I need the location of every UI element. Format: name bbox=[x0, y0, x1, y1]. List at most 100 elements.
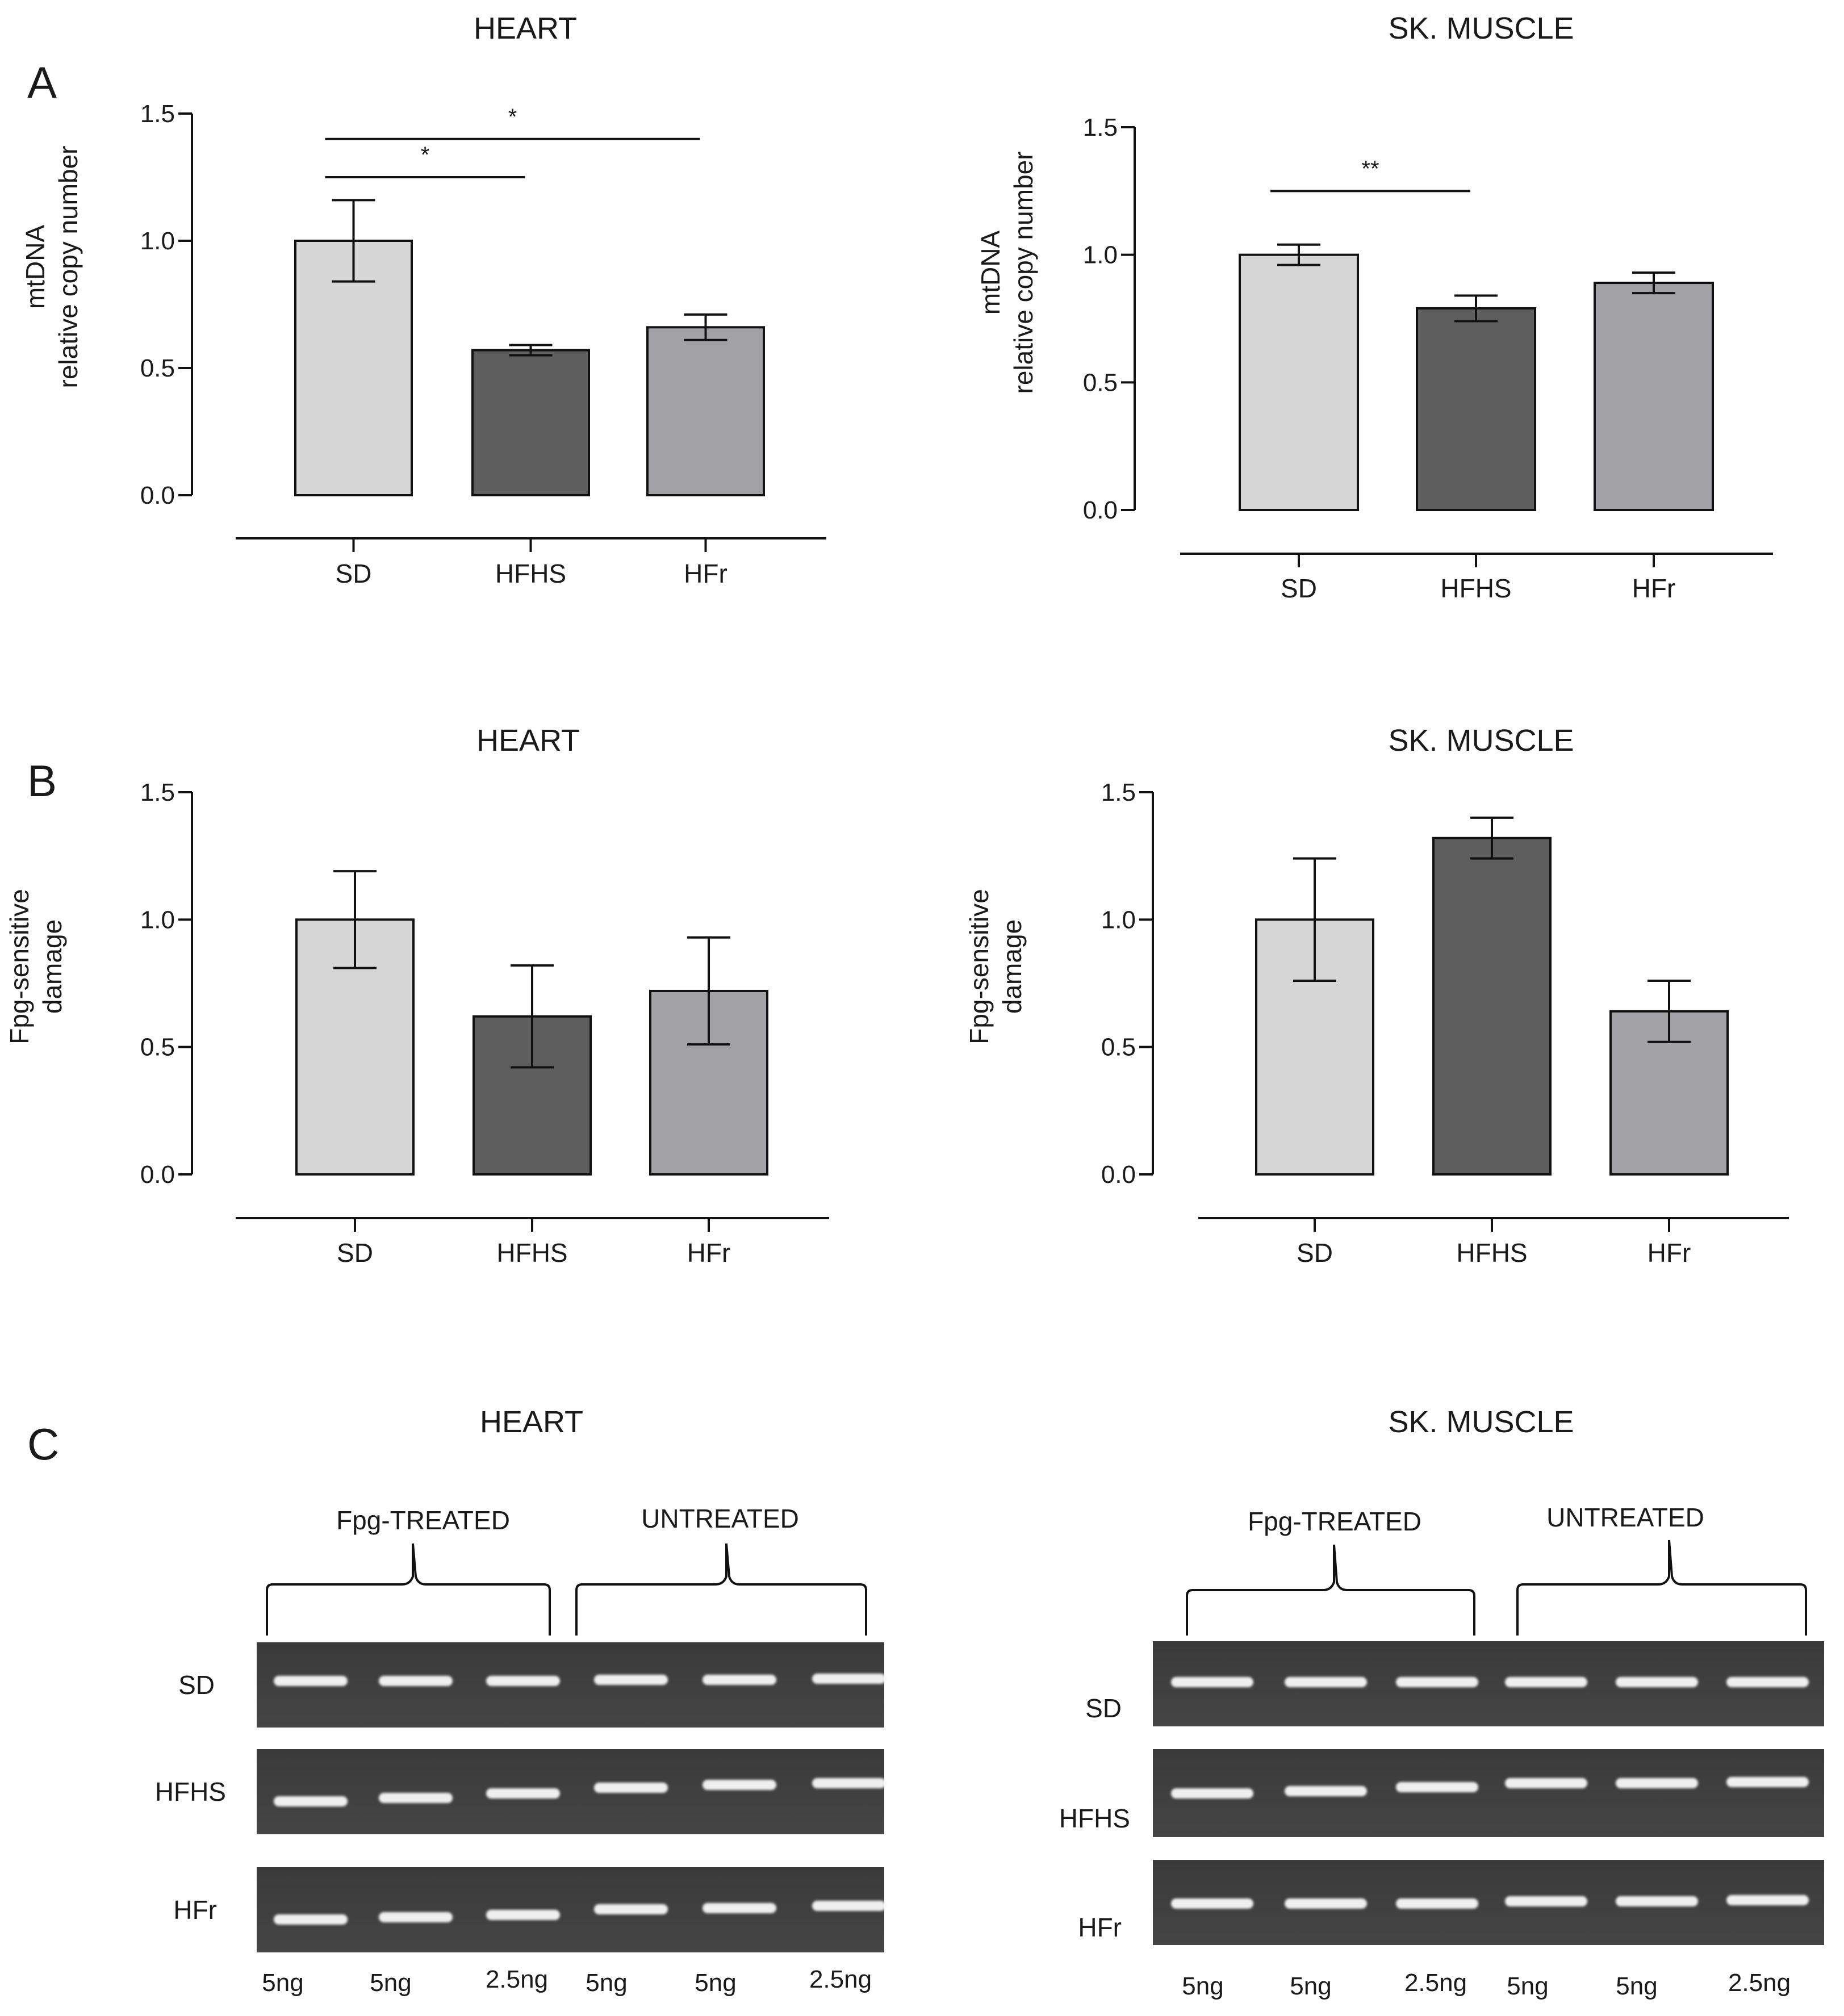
gel-band bbox=[1505, 1896, 1587, 1906]
gel-band bbox=[1171, 1898, 1253, 1909]
group-brace-treated bbox=[1186, 1544, 1475, 1636]
y-tick-label: 0.5 bbox=[1101, 1034, 1136, 1061]
gel-lane-label: 2.5ng bbox=[1728, 1969, 1791, 1997]
y-tick-label: 1.0 bbox=[1101, 906, 1136, 934]
bar-sd bbox=[1239, 253, 1359, 511]
gel-band bbox=[1285, 1677, 1367, 1687]
gel-lane-label: 5ng bbox=[370, 1969, 411, 1997]
y-tick-label: 1.0 bbox=[140, 906, 175, 934]
group-brace-untreated bbox=[1516, 1540, 1807, 1636]
gel-lane-label: 5ng bbox=[1182, 1972, 1223, 2000]
gel-strip bbox=[257, 1642, 884, 1728]
x-tick-label: HFHS bbox=[1440, 574, 1511, 603]
gel-group-label-treated: Fpg-TREATED bbox=[1248, 1507, 1421, 1536]
bar-hfr bbox=[1594, 282, 1714, 511]
gel-bands bbox=[274, 1674, 886, 1925]
gel-lane-label: 2.5ng bbox=[486, 1965, 548, 1993]
bar-hfhs bbox=[1416, 307, 1536, 511]
gel-band bbox=[486, 1676, 560, 1686]
x-tick-label: SD bbox=[336, 559, 372, 588]
gel-title: HEART bbox=[480, 1405, 583, 1439]
gel-group-label-untreated: UNTREATED bbox=[641, 1504, 799, 1533]
gel-band bbox=[486, 1910, 560, 1920]
chart-title: SK. MUSCLE bbox=[1388, 723, 1574, 758]
y-tick-label: 0.5 bbox=[140, 1034, 175, 1061]
gel-band bbox=[1285, 1898, 1367, 1909]
y-axis-label-line1: Fpg-sensitive bbox=[5, 889, 34, 1044]
panel-label-b: B bbox=[27, 756, 57, 806]
gel-band bbox=[594, 1904, 668, 1914]
gel-band bbox=[1726, 1895, 1809, 1905]
y-tick-label: 0.5 bbox=[140, 354, 175, 382]
gel-band bbox=[1726, 1677, 1809, 1687]
chart-b-sk-muscle: SK. MUSCLE Fpg-sensitive damage 0.0 0.5 1.… bbox=[964, 723, 1789, 1268]
gel-strip bbox=[1153, 1860, 1824, 1945]
gel-lane-label: 5ng bbox=[1616, 1972, 1657, 2000]
gel-row-label-hfr: HFr bbox=[1078, 1913, 1122, 1942]
y-axis-label-line1: Fpg-sensitive bbox=[964, 889, 994, 1044]
gel-band bbox=[1285, 1786, 1367, 1796]
chart-marks: 0.0 0.5 1.0 1.5 SD HFHS HFr bbox=[1101, 779, 1789, 1268]
y-axis-label-line2: relative copy number bbox=[53, 146, 83, 388]
x-tick-label: SD bbox=[337, 1238, 373, 1268]
x-tick-label: HFr bbox=[1632, 574, 1676, 603]
gel-heart: HEART Fpg-TREATED UNTREATED SD HFHS HFr … bbox=[155, 1405, 886, 1997]
group-brace-treated bbox=[266, 1543, 551, 1636]
x-tick-label: HFr bbox=[1648, 1238, 1691, 1268]
y-tick-label: 0.0 bbox=[140, 1161, 175, 1189]
gel-row-label-hfhs: HFHS bbox=[1059, 1804, 1130, 1833]
y-axis-label-line2: damage bbox=[997, 919, 1027, 1014]
gel-bands bbox=[1171, 1677, 1809, 1909]
chart-marks: 0.0 0.5 1.0 1.5 SD HFHS HFr bbox=[140, 779, 829, 1268]
gel-lane-label: 5ng bbox=[1290, 1972, 1331, 2000]
gel-band bbox=[274, 1796, 348, 1806]
y-tick-label: 0.0 bbox=[1101, 1161, 1136, 1189]
y-axis-label-line1: mtDNA bbox=[20, 225, 50, 309]
bar-sd bbox=[294, 240, 413, 496]
chart-a-sk-muscle: SK. MUSCLE mtDNA relative copy number 0.… bbox=[976, 11, 1773, 603]
y-tick-label: 1.0 bbox=[1083, 241, 1118, 269]
gel-band bbox=[274, 1676, 348, 1686]
y-axis-label-line2: relative copy number bbox=[1009, 152, 1038, 394]
bar-hfr bbox=[646, 326, 765, 496]
gel-band bbox=[1505, 1778, 1587, 1788]
gel-lane-label: 5ng bbox=[262, 1969, 303, 1997]
gel-band bbox=[703, 1675, 776, 1685]
chart-b-heart: HEART Fpg-sensitive damage 0.0 0.5 1.0 1.5 S… bbox=[5, 723, 829, 1268]
significance-label: * bbox=[508, 104, 517, 129]
gel-band bbox=[379, 1912, 453, 1922]
x-tick-label: HFr bbox=[687, 1238, 731, 1268]
x-tick-label: HFHS bbox=[496, 1238, 567, 1268]
gel-strip bbox=[1153, 1641, 1824, 1726]
panel-label-c: C bbox=[27, 1419, 59, 1469]
gel-band bbox=[274, 1914, 348, 1925]
gel-band bbox=[1171, 1677, 1253, 1687]
x-tick-label: HFHS bbox=[1456, 1238, 1527, 1268]
significance-label: ** bbox=[1361, 156, 1379, 181]
y-tick-label: 1.5 bbox=[140, 100, 175, 128]
chart-title: SK. MUSCLE bbox=[1388, 11, 1574, 45]
y-tick-label: 0.0 bbox=[140, 482, 175, 509]
gel-row-label-hfhs: HFHS bbox=[155, 1777, 226, 1806]
gel-strip bbox=[257, 1867, 884, 1952]
gel-band bbox=[812, 1674, 886, 1684]
gel-lane-label: 5ng bbox=[695, 1969, 736, 1997]
panel-label-a: A bbox=[27, 57, 57, 107]
chart-a-heart: HEART mtDNA relative copy number 0.0 0.5 1… bbox=[20, 11, 826, 588]
gel-lane-label: 5ng bbox=[586, 1969, 627, 1997]
gel-strip bbox=[1153, 1749, 1824, 1837]
gel-row-label-sd: SD bbox=[178, 1670, 215, 1700]
gel-band bbox=[1505, 1677, 1587, 1687]
y-tick-label: 0.5 bbox=[1083, 369, 1118, 396]
gel-band bbox=[486, 1788, 560, 1798]
gel-band bbox=[1396, 1677, 1478, 1687]
y-axis-label-line2: damage bbox=[37, 919, 67, 1014]
significance-label: * bbox=[421, 143, 430, 168]
bar-hfhs bbox=[471, 349, 590, 497]
gel-group-label-treated: Fpg-TREATED bbox=[336, 1505, 510, 1535]
gel-band bbox=[1616, 1896, 1698, 1906]
gel-band bbox=[379, 1793, 453, 1803]
gel-title: SK. MUSCLE bbox=[1388, 1405, 1574, 1439]
y-axis-label-line1: mtDNA bbox=[976, 231, 1005, 315]
